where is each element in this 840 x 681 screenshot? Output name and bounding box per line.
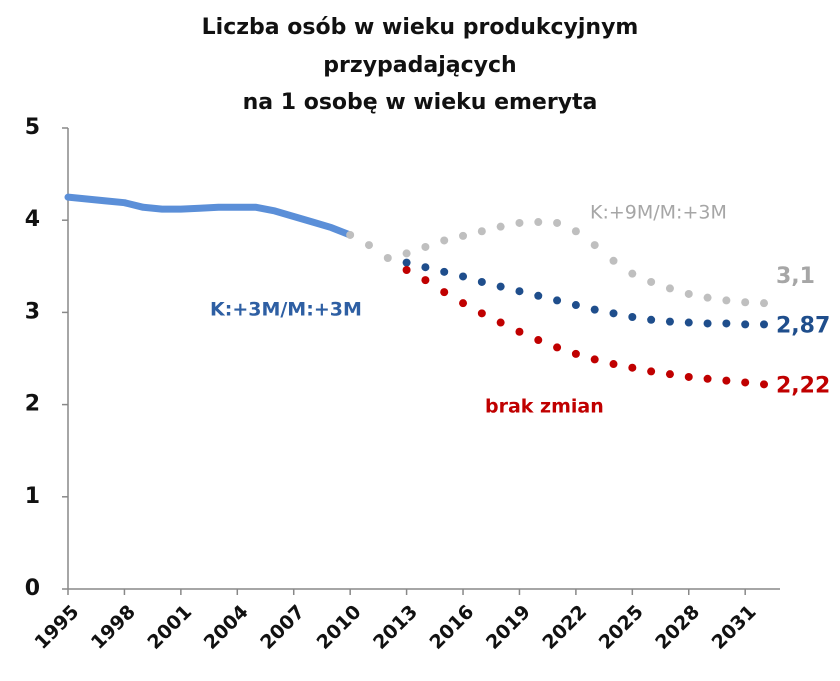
x-tick-label: 2025 (595, 601, 648, 654)
value-label: 2,22 (776, 373, 830, 398)
x-tick-label: 2016 (425, 601, 478, 654)
series-dot (628, 313, 637, 322)
x-tick-label: 2031 (708, 601, 761, 654)
x-tick-label: 2019 (482, 601, 535, 654)
series-dot (647, 367, 656, 376)
series-dot (741, 320, 750, 329)
series-dot (364, 241, 373, 250)
series-dot (553, 296, 562, 305)
series-dot (703, 374, 712, 383)
x-tick-label: 1995 (30, 601, 83, 654)
series-dot (421, 276, 430, 285)
series-dot (440, 288, 449, 297)
series-dot (459, 272, 468, 281)
series-dot (534, 336, 543, 345)
series-label: brak zmian (485, 396, 604, 418)
series-dot (496, 282, 505, 291)
series-dot (421, 263, 430, 272)
x-tick-label: 2028 (651, 601, 704, 654)
y-tick-label: 0 (25, 576, 40, 601)
series-line (64, 193, 354, 239)
chart-title: na 1 osobę w wieku emeryta (243, 90, 598, 115)
y-tick-label: 2 (25, 392, 40, 417)
x-tick-label: 2004 (200, 601, 253, 654)
series-dot (647, 315, 656, 324)
series-dot (703, 319, 712, 328)
series-dot (722, 296, 731, 305)
series-dot (760, 380, 768, 389)
series-dot (440, 236, 449, 245)
series-dot (665, 284, 674, 293)
series-dot (459, 299, 468, 308)
series-dot (628, 363, 637, 372)
series-dot (496, 222, 505, 231)
y-tick-label: 4 (25, 207, 40, 232)
series-dot (684, 289, 693, 298)
series-dot (760, 320, 768, 329)
series-dot (590, 355, 599, 364)
series-dot (515, 287, 524, 296)
series-dot (477, 227, 486, 236)
series-dot (590, 241, 599, 250)
series-dot (665, 370, 674, 379)
series-dot (346, 230, 355, 239)
series-dot (383, 254, 392, 263)
series-dot (402, 249, 411, 258)
series-dot (402, 258, 411, 267)
series-dot (684, 318, 693, 327)
value-label: 3,1 (776, 264, 815, 289)
series-dot (440, 267, 449, 276)
x-tick-label: 2010 (313, 601, 366, 654)
series-dot (722, 376, 731, 385)
series-dot (647, 277, 656, 286)
series-dot (534, 218, 543, 227)
x-tick-label: 1998 (87, 601, 140, 654)
series-dot (571, 227, 580, 236)
x-tick-label: 2022 (538, 601, 591, 654)
series-dot (571, 349, 580, 358)
chart-title: przypadających (323, 53, 516, 78)
series-dot (684, 372, 693, 381)
series-dot (553, 343, 562, 352)
series-dot (515, 218, 524, 227)
y-tick-label: 1 (25, 484, 40, 509)
x-tick-label: 2001 (143, 601, 196, 654)
series-dot (703, 293, 712, 302)
series-dot (553, 218, 562, 227)
series-dot (496, 318, 505, 327)
y-tick-label: 5 (25, 115, 40, 140)
series-dot (741, 298, 750, 307)
series-dot (609, 309, 618, 318)
series-dot (477, 309, 486, 318)
series-dot (590, 305, 599, 314)
series-dot (741, 378, 750, 387)
series-dot (477, 277, 486, 286)
series-dot (665, 317, 674, 326)
x-tick-label: 2013 (369, 601, 422, 654)
series-dot (571, 301, 580, 310)
series-dot (515, 327, 524, 336)
y-tick-label: 3 (25, 299, 40, 324)
series-label: K:+9M/M:+3M (590, 202, 727, 224)
series-dot (534, 291, 543, 300)
series-dot (760, 299, 768, 308)
series-dot (459, 231, 468, 240)
series-dot (722, 319, 731, 328)
series-dot (402, 265, 411, 274)
chart-title: Liczba osób w wieku produkcyjnym (202, 15, 639, 40)
series-dot (628, 269, 637, 278)
series-dot (609, 360, 618, 369)
series-label: K:+3M/M:+3M (210, 299, 362, 321)
x-tick-label: 2007 (256, 601, 309, 654)
series-dot (609, 256, 618, 265)
value-label: 2,87 (776, 313, 830, 338)
series-dot (421, 242, 430, 251)
